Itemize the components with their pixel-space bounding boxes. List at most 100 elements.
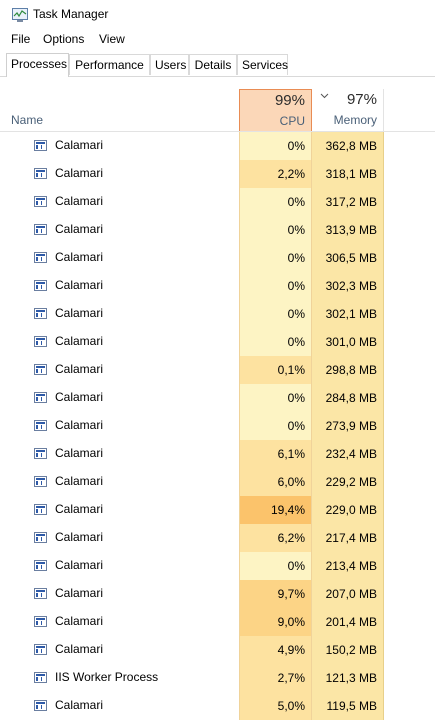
process-row[interactable]: Calamari 0% 302,1 MB: [0, 300, 435, 328]
process-name: Calamari: [55, 390, 104, 404]
process-window-icon: [34, 392, 47, 403]
process-window-icon: [34, 280, 47, 291]
process-cpu: 6,2%: [239, 524, 312, 552]
process-memory: 229,2 MB: [312, 468, 384, 496]
process-window-icon: [34, 672, 47, 683]
sort-chevron-icon: [320, 93, 329, 99]
process-window-icon: [34, 308, 47, 319]
process-memory: 302,3 MB: [312, 272, 384, 300]
process-row[interactable]: Calamari 6,1% 232,4 MB: [0, 440, 435, 468]
process-row[interactable]: Calamari 0,1% 298,8 MB: [0, 356, 435, 384]
process-memory: 298,8 MB: [312, 356, 384, 384]
process-row[interactable]: Calamari 0% 362,8 MB: [0, 132, 435, 160]
process-row[interactable]: Calamari 6,2% 217,4 MB: [0, 524, 435, 552]
process-window-icon: [34, 476, 47, 487]
process-memory: 119,5 MB: [312, 692, 384, 720]
process-row[interactable]: Calamari 2,2% 318,1 MB: [0, 160, 435, 188]
process-row[interactable]: Calamari 0% 302,3 MB: [0, 272, 435, 300]
process-name: Calamari: [55, 530, 104, 544]
process-window-icon: [34, 532, 47, 543]
process-cpu: 0%: [239, 132, 312, 160]
process-row[interactable]: Calamari 0% 301,0 MB: [0, 328, 435, 356]
process-row[interactable]: Calamari 9,7% 207,0 MB: [0, 580, 435, 608]
process-window-icon: [34, 168, 47, 179]
process-row[interactable]: Calamari 0% 317,2 MB: [0, 188, 435, 216]
process-cpu: 4,9%: [239, 636, 312, 664]
process-memory: 201,4 MB: [312, 608, 384, 636]
process-memory: 318,1 MB: [312, 160, 384, 188]
process-memory: 207,0 MB: [312, 580, 384, 608]
process-cpu: 0%: [239, 552, 312, 580]
process-memory: 150,2 MB: [312, 636, 384, 664]
process-window-icon: [34, 336, 47, 347]
column-header: Name 99% CPU 97% Memory: [0, 89, 435, 132]
process-name: Calamari: [55, 334, 104, 348]
process-memory: 302,1 MB: [312, 300, 384, 328]
process-cpu: 6,1%: [239, 440, 312, 468]
tab-performance[interactable]: Performance: [69, 54, 150, 75]
task-manager-icon: [12, 8, 28, 22]
tab-services[interactable]: Services: [237, 54, 288, 75]
process-name: Calamari: [55, 362, 104, 376]
process-cpu: 0%: [239, 412, 312, 440]
tab-details[interactable]: Details: [189, 54, 237, 75]
cpu-total-percent: 99%: [274, 92, 305, 109]
process-name: Calamari: [55, 502, 104, 516]
process-window-icon: [34, 588, 47, 599]
process-name: IIS Worker Process: [55, 670, 159, 684]
column-cpu-header[interactable]: 99% CPU: [239, 89, 312, 131]
memory-column-label: Memory: [333, 113, 377, 127]
menu-view[interactable]: View: [99, 32, 125, 46]
process-cpu: 0%: [239, 384, 312, 412]
process-row[interactable]: Calamari 5,0% 119,5 MB: [0, 692, 435, 720]
process-cpu: 9,0%: [239, 608, 312, 636]
process-window-icon: [34, 224, 47, 235]
column-name-header[interactable]: Name: [11, 113, 44, 127]
process-row[interactable]: IIS Worker Process 2,7% 121,3 MB: [0, 664, 435, 692]
process-memory: 306,5 MB: [312, 244, 384, 272]
window-title: Task Manager: [33, 7, 109, 21]
process-row[interactable]: Calamari 6,0% 229,2 MB: [0, 468, 435, 496]
process-row[interactable]: Calamari 0% 213,4 MB: [0, 552, 435, 580]
tab-strip: Processes Performance Users Details Serv…: [0, 53, 435, 77]
process-cpu: 0%: [239, 272, 312, 300]
process-window-icon: [34, 140, 47, 151]
cpu-column-label: CPU: [279, 114, 305, 128]
process-window-icon: [34, 252, 47, 263]
process-name: Calamari: [55, 642, 104, 656]
process-list: Calamari 0% 362,8 MB Calamari 2,2% 318,1 MB Ca…: [0, 132, 435, 720]
process-row[interactable]: Calamari 0% 306,5 MB: [0, 244, 435, 272]
process-cpu: 0%: [239, 300, 312, 328]
process-name: Calamari: [55, 306, 104, 320]
process-cpu: 19,4%: [239, 496, 312, 524]
process-name: Calamari: [55, 418, 104, 432]
process-window-icon: [34, 504, 47, 515]
process-cpu: 0%: [239, 216, 312, 244]
process-row[interactable]: Calamari 9,0% 201,4 MB: [0, 608, 435, 636]
title-bar: Task Manager: [0, 0, 435, 30]
process-name: Calamari: [55, 166, 104, 180]
process-row[interactable]: Calamari 19,4% 229,0 MB: [0, 496, 435, 524]
tab-users[interactable]: Users: [150, 54, 189, 75]
process-memory: 317,2 MB: [312, 188, 384, 216]
process-row[interactable]: Calamari 0% 284,8 MB: [0, 384, 435, 412]
process-memory: 362,8 MB: [312, 132, 384, 160]
process-cpu: 2,7%: [239, 664, 312, 692]
process-memory: 301,0 MB: [312, 328, 384, 356]
process-memory: 229,0 MB: [312, 496, 384, 524]
menu-bar: File Options View: [0, 30, 435, 50]
process-cpu: 0%: [239, 244, 312, 272]
process-row[interactable]: Calamari 0% 313,9 MB: [0, 216, 435, 244]
menu-file[interactable]: File: [11, 32, 31, 46]
process-memory: 284,8 MB: [312, 384, 384, 412]
process-row[interactable]: Calamari 4,9% 150,2 MB: [0, 636, 435, 664]
column-memory-header[interactable]: 97% Memory: [312, 89, 384, 131]
menu-options[interactable]: Options: [43, 32, 85, 46]
process-window-icon: [34, 364, 47, 375]
process-row[interactable]: Calamari 0% 273,9 MB: [0, 412, 435, 440]
process-window-icon: [34, 196, 47, 207]
process-cpu: 2,2%: [239, 160, 312, 188]
process-name: Calamari: [55, 446, 104, 460]
process-window-icon: [34, 448, 47, 459]
tab-processes[interactable]: Processes: [6, 53, 69, 77]
